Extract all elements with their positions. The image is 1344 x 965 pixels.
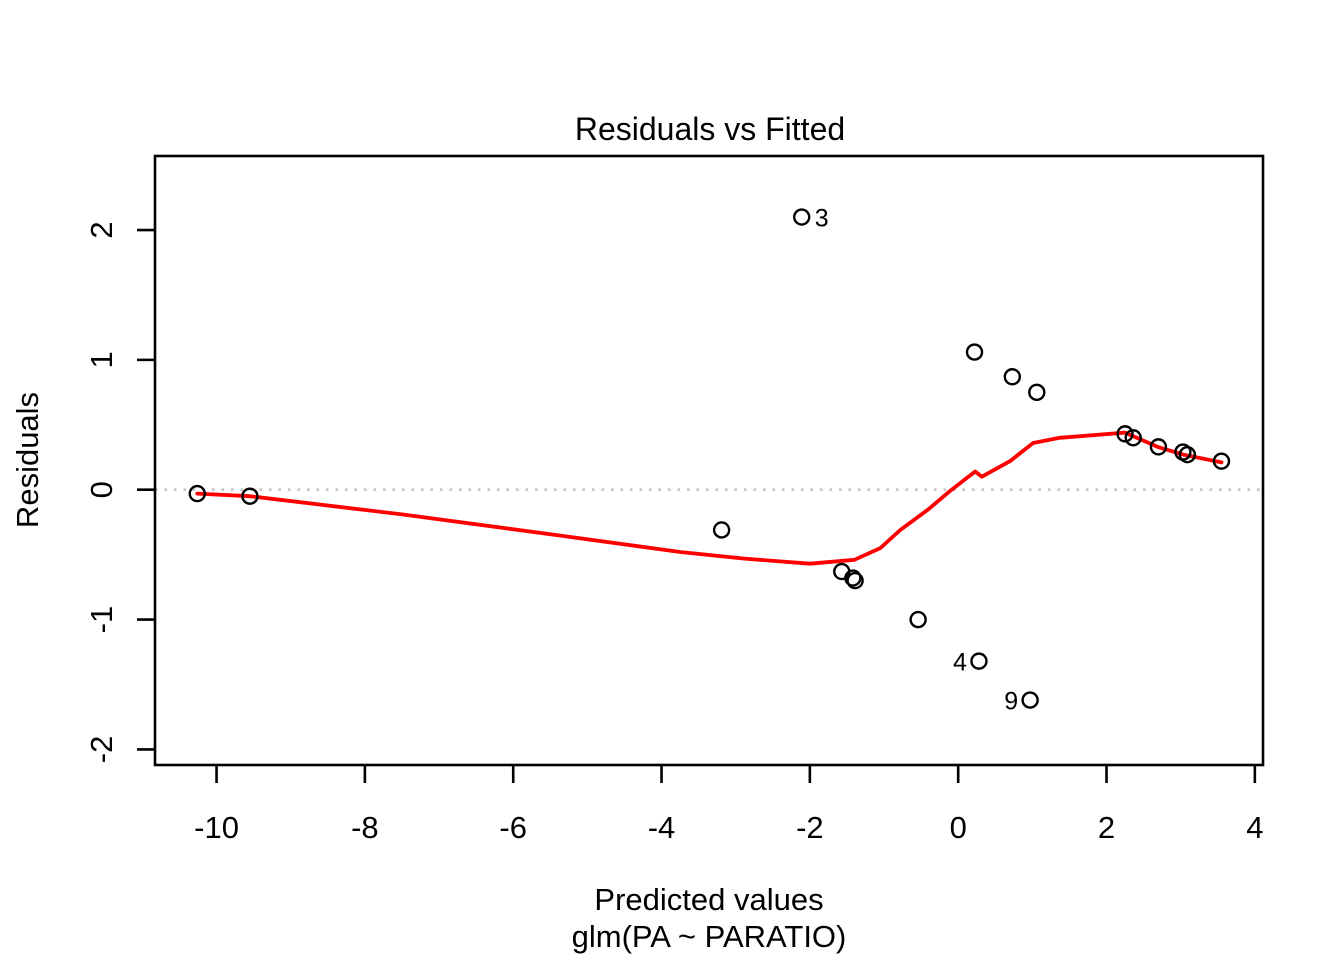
- data-point: [1149, 438, 1168, 456]
- data-point: [833, 562, 851, 581]
- data-point: [1003, 368, 1022, 386]
- x-axis-tick-label: 0: [950, 810, 967, 845]
- data-points-layer: 3 4 9: [188, 205, 1231, 716]
- y-axis-tick-label: 2: [84, 221, 119, 238]
- x-axis-tick-label: -4: [648, 810, 676, 845]
- data-point: [1116, 425, 1134, 443]
- chart-title: Residuals vs Fitted: [575, 111, 845, 147]
- x-axis-model-label: glm(PA ~ PARATIO): [572, 919, 847, 954]
- x-axis-label: Predicted values: [594, 882, 823, 917]
- y-axis-label: Residuals: [10, 392, 45, 528]
- data-point: [1212, 452, 1231, 470]
- y-axis-tick-label: 1: [84, 351, 119, 368]
- data-point: [970, 652, 988, 670]
- point-label-9: 9: [1004, 688, 1018, 716]
- data-point: [1124, 429, 1142, 447]
- x-axis-tick-label: -8: [351, 810, 379, 845]
- data-point: [1178, 445, 1197, 464]
- data-point: [965, 343, 984, 361]
- plot-box: [153, 154, 1265, 767]
- x-axis-tick-label: -2: [796, 810, 824, 845]
- data-point: [844, 569, 862, 587]
- point-label-3: 3: [815, 205, 829, 233]
- point-label-4: 4: [953, 649, 967, 677]
- x-axis-tick-label: -10: [194, 810, 239, 845]
- data-point: [793, 208, 811, 226]
- y-axis-tick-label: 0: [84, 481, 119, 498]
- y-axis-tick-label: -2: [84, 736, 119, 764]
- data-point: [1021, 691, 1039, 709]
- data-point: [909, 610, 927, 629]
- data-point: [1028, 383, 1046, 402]
- x-axis-tick-label: 4: [1246, 810, 1263, 845]
- data-point: [188, 484, 206, 503]
- data-point: [846, 571, 864, 590]
- x-axis-tick-label: -6: [499, 810, 527, 845]
- data-point: [712, 521, 731, 539]
- smoother-line: [195, 430, 1224, 566]
- data-point: [241, 487, 259, 505]
- y-axis-tick-label: -1: [84, 606, 119, 634]
- x-axis-tick-label: 2: [1098, 810, 1115, 845]
- smoother-line-layer: [195, 430, 1224, 566]
